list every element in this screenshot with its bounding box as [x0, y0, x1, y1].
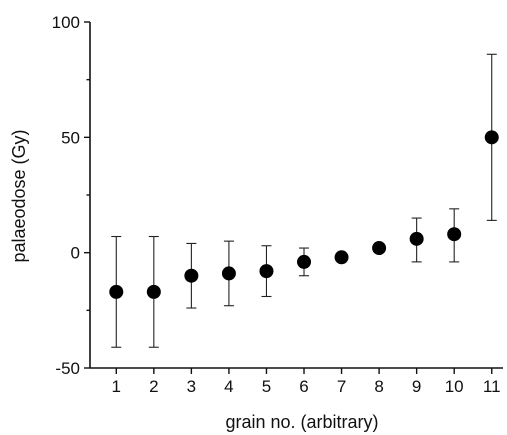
y-tick-label: 50 [61, 128, 80, 147]
data-point [447, 227, 462, 242]
x-tick-label: 8 [374, 377, 383, 396]
x-axis-title: grain no. (arbitrary) [225, 412, 378, 432]
data-point [409, 231, 424, 246]
y-axis-title: palaeodose (Gy) [9, 129, 29, 262]
x-tick-label: 9 [412, 377, 421, 396]
data-point [484, 130, 499, 145]
data-point [184, 268, 199, 283]
data-point [109, 284, 124, 299]
y-tick-label: -50 [55, 359, 80, 378]
data-point [221, 266, 236, 281]
y-tick-label: 100 [52, 13, 80, 32]
x-tick-label: 6 [299, 377, 308, 396]
data-point [146, 284, 161, 299]
x-tick-label: 2 [149, 377, 158, 396]
y-tick-label: 0 [71, 244, 80, 263]
data-point [334, 250, 349, 265]
x-tick-label: 11 [483, 377, 501, 396]
x-tick-label: 10 [445, 377, 464, 396]
data-point [297, 254, 312, 269]
data-point [372, 241, 387, 256]
x-tick-label: 3 [187, 377, 196, 396]
plot-area: -50 0 50 100 1 2 3 4 5 6 7 8 9 10 11 [52, 13, 503, 396]
data-point [259, 264, 274, 279]
x-tick-label: 1 [112, 377, 121, 396]
x-tick-label: 7 [337, 377, 346, 396]
x-tick-label: 5 [262, 377, 271, 396]
x-tick-label: 4 [224, 377, 233, 396]
